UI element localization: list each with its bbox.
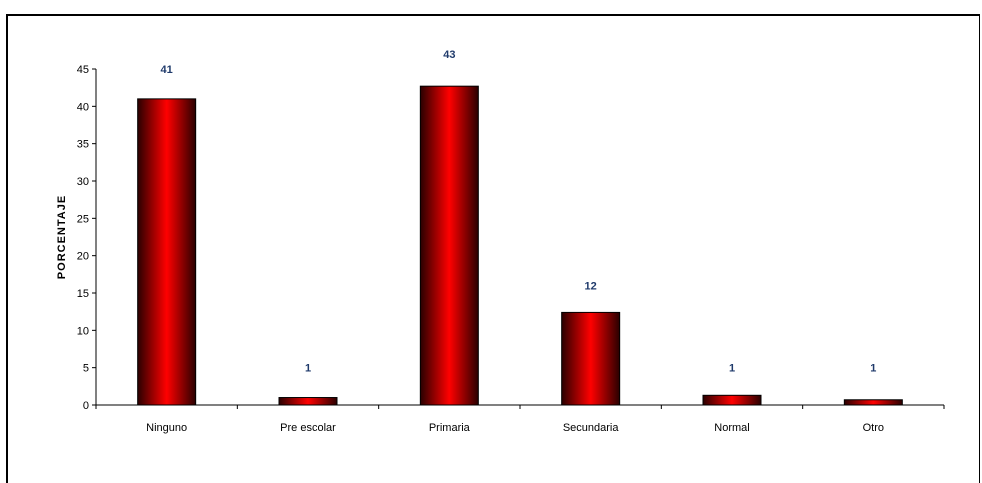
- bar-series: [137, 85, 903, 406]
- x-tick-label: Secundaria: [563, 422, 620, 434]
- x-tick-label: Ninguno: [146, 422, 187, 434]
- x-axis-ticks: Ninguno Pre escolar Primaria Secundaria Norm…: [95, 405, 945, 434]
- chart-frame: [6, 14, 980, 483]
- y-tick-label: 5: [83, 363, 89, 375]
- y-tick-label: 40: [77, 101, 89, 113]
- data-label: 1: [729, 363, 735, 375]
- y-tick-label: 45: [77, 64, 89, 76]
- x-tick-label: Otro: [863, 422, 884, 434]
- bar-primaria: [419, 85, 479, 406]
- data-label: 1: [305, 363, 311, 375]
- bar-ninguno: [137, 98, 197, 406]
- y-tick-label: 20: [77, 251, 89, 263]
- y-axis-ticks: 0 5 10 15 20 25 30 35 40 45: [77, 64, 96, 412]
- x-tick-label: Primaria: [429, 422, 471, 434]
- y-tick-label: 15: [77, 288, 89, 300]
- y-axis-label: PORCENTAJE: [56, 195, 68, 279]
- y-tick-label: 35: [77, 139, 89, 151]
- y-tick-label: 0: [83, 400, 89, 412]
- data-label: 41: [161, 64, 173, 76]
- data-label: 12: [585, 280, 597, 292]
- y-tick-label: 25: [77, 213, 89, 225]
- bar-secundaria: [561, 311, 621, 406]
- x-tick-label: Normal: [714, 422, 749, 434]
- x-tick-label: Pre escolar: [280, 422, 336, 434]
- data-label: 1: [870, 363, 876, 375]
- y-tick-label: 30: [77, 176, 89, 188]
- y-tick-label: 10: [77, 325, 89, 337]
- data-label: 43: [443, 49, 455, 61]
- data-labels: 41 1 43 12 1 1: [161, 49, 877, 375]
- bar-pre-escolar: [278, 397, 338, 406]
- bar-otro: [843, 399, 903, 406]
- bar-normal: [702, 394, 762, 406]
